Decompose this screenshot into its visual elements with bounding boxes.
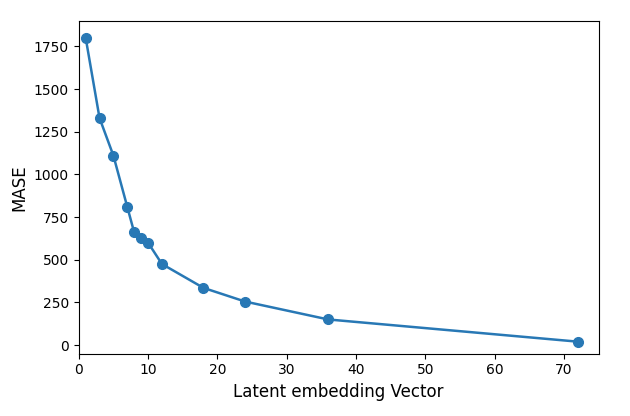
Y-axis label: MASE: MASE xyxy=(10,164,28,210)
X-axis label: Latent embedding Vector: Latent embedding Vector xyxy=(233,383,444,401)
